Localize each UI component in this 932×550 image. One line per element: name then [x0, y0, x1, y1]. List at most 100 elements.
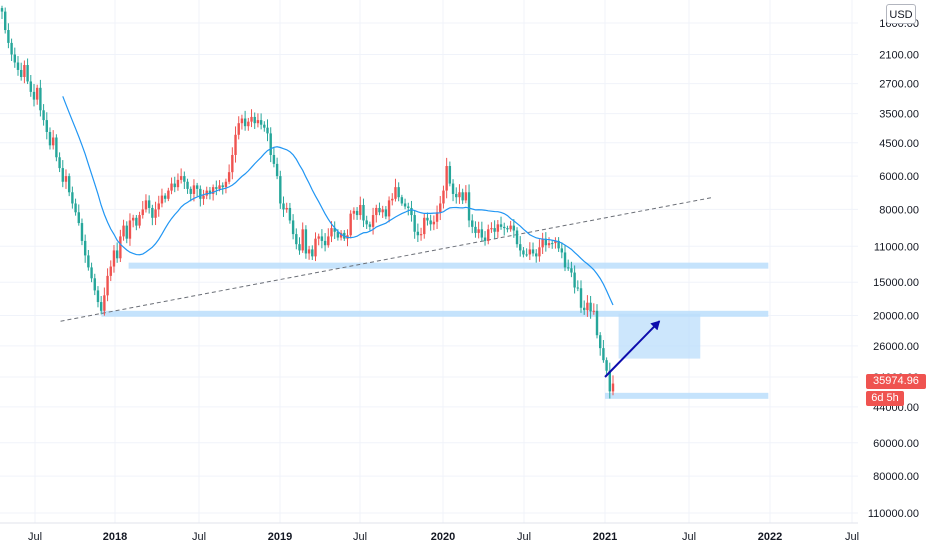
candle-body — [55, 137, 58, 158]
time-tick-label: Jul — [192, 531, 206, 543]
candle-body — [355, 210, 359, 216]
candle-body — [80, 223, 84, 241]
candle-body — [509, 225, 512, 230]
candle-body — [291, 220, 295, 235]
candle-body — [199, 188, 202, 199]
candle-body — [368, 224, 372, 227]
candle-body — [192, 185, 196, 194]
price-axis-area[interactable] — [858, 0, 932, 550]
candle-body — [202, 195, 205, 199]
trendline[interactable] — [60, 196, 714, 322]
candle-body — [218, 185, 221, 189]
support-zone[interactable] — [605, 392, 769, 399]
candle-body — [592, 310, 596, 312]
candle-body — [410, 207, 413, 216]
candle-body — [285, 207, 288, 210]
moving-average-line — [62, 96, 614, 306]
candle-body — [387, 200, 391, 217]
candle-body — [211, 187, 215, 194]
candle-body — [224, 181, 228, 188]
projection-arrow[interactable] — [604, 320, 661, 378]
time-tick-label: Jul — [28, 531, 42, 543]
candle-body — [567, 267, 570, 269]
candle-body — [525, 254, 528, 256]
candle-body — [282, 203, 285, 210]
candle-body — [263, 124, 266, 128]
support-zone[interactable] — [101, 310, 769, 317]
candle-body — [602, 348, 605, 361]
price-tick-label: 2100.00 — [879, 49, 919, 61]
price-tick-label: 15000.00 — [873, 277, 919, 289]
candle-body — [3, 11, 7, 31]
price-tick-label: 8000.00 — [879, 204, 919, 216]
candle-body — [435, 212, 439, 222]
time-tick-label: Jul — [517, 531, 531, 543]
candle-body — [448, 166, 452, 184]
candle-body — [605, 360, 608, 371]
candle-body — [195, 185, 199, 189]
candle-body — [554, 240, 557, 244]
price-axis: 1600.002100.002700.003500.004500.006000.… — [868, 18, 919, 520]
price-tick-label: 26000.00 — [873, 341, 919, 353]
price-tick-label: 6000.00 — [879, 171, 919, 183]
candle-body — [51, 137, 55, 146]
candle-body — [29, 81, 32, 92]
time-tick-label: 2021 — [593, 531, 617, 543]
candle-body — [535, 253, 538, 257]
candle-body — [365, 220, 368, 225]
candle-body — [336, 231, 340, 238]
candle-body — [74, 203, 77, 213]
candle-body — [35, 87, 39, 100]
price-tick-label: 2700.00 — [879, 79, 919, 91]
price-tick-label: 3500.00 — [879, 109, 919, 121]
candle-body — [64, 176, 68, 182]
candle-body — [275, 163, 279, 177]
support-zone[interactable] — [128, 262, 769, 269]
price-tick-label: 80000.00 — [873, 471, 919, 483]
candle-body — [256, 120, 260, 124]
candle-body — [176, 179, 180, 188]
candle-body — [458, 192, 461, 198]
candle-body — [349, 213, 352, 236]
candle-body — [394, 187, 397, 199]
candle-body — [400, 197, 404, 204]
candle-body — [48, 131, 52, 146]
candle-body — [0, 8, 4, 12]
time-tick-label: 2022 — [758, 531, 782, 543]
candle-body — [426, 217, 429, 221]
candle-body — [154, 209, 157, 218]
candle-body — [611, 383, 615, 392]
candle-body — [467, 192, 471, 221]
candle-body — [551, 243, 554, 245]
candle-body — [339, 232, 343, 238]
candle-body — [583, 307, 586, 311]
candle-body — [112, 250, 116, 267]
candle-body — [413, 215, 416, 232]
candle-body — [544, 238, 548, 246]
candle-body — [451, 183, 455, 194]
candle-body — [135, 217, 138, 226]
candle-body — [461, 192, 464, 201]
candle-body — [378, 207, 381, 213]
candle-body — [83, 240, 87, 256]
candle-body — [301, 229, 304, 251]
candle-body — [455, 193, 458, 198]
candle-body — [106, 275, 109, 296]
candle-body — [272, 154, 276, 164]
candle-body — [327, 236, 330, 246]
currency-badge[interactable]: USD — [886, 4, 916, 24]
candle-body — [247, 121, 250, 127]
candle-body — [71, 192, 74, 204]
candle-body — [487, 229, 490, 241]
candle-body — [599, 335, 602, 349]
candle-body — [259, 120, 263, 125]
support-zones — [101, 262, 769, 399]
candle-body — [541, 238, 544, 248]
time-axis-area[interactable] — [0, 523, 932, 550]
candle-body — [323, 240, 327, 246]
candle-body — [179, 176, 183, 180]
candle-body — [61, 168, 64, 182]
candle-body — [45, 120, 48, 132]
time-tick-label: Jul — [845, 531, 859, 543]
